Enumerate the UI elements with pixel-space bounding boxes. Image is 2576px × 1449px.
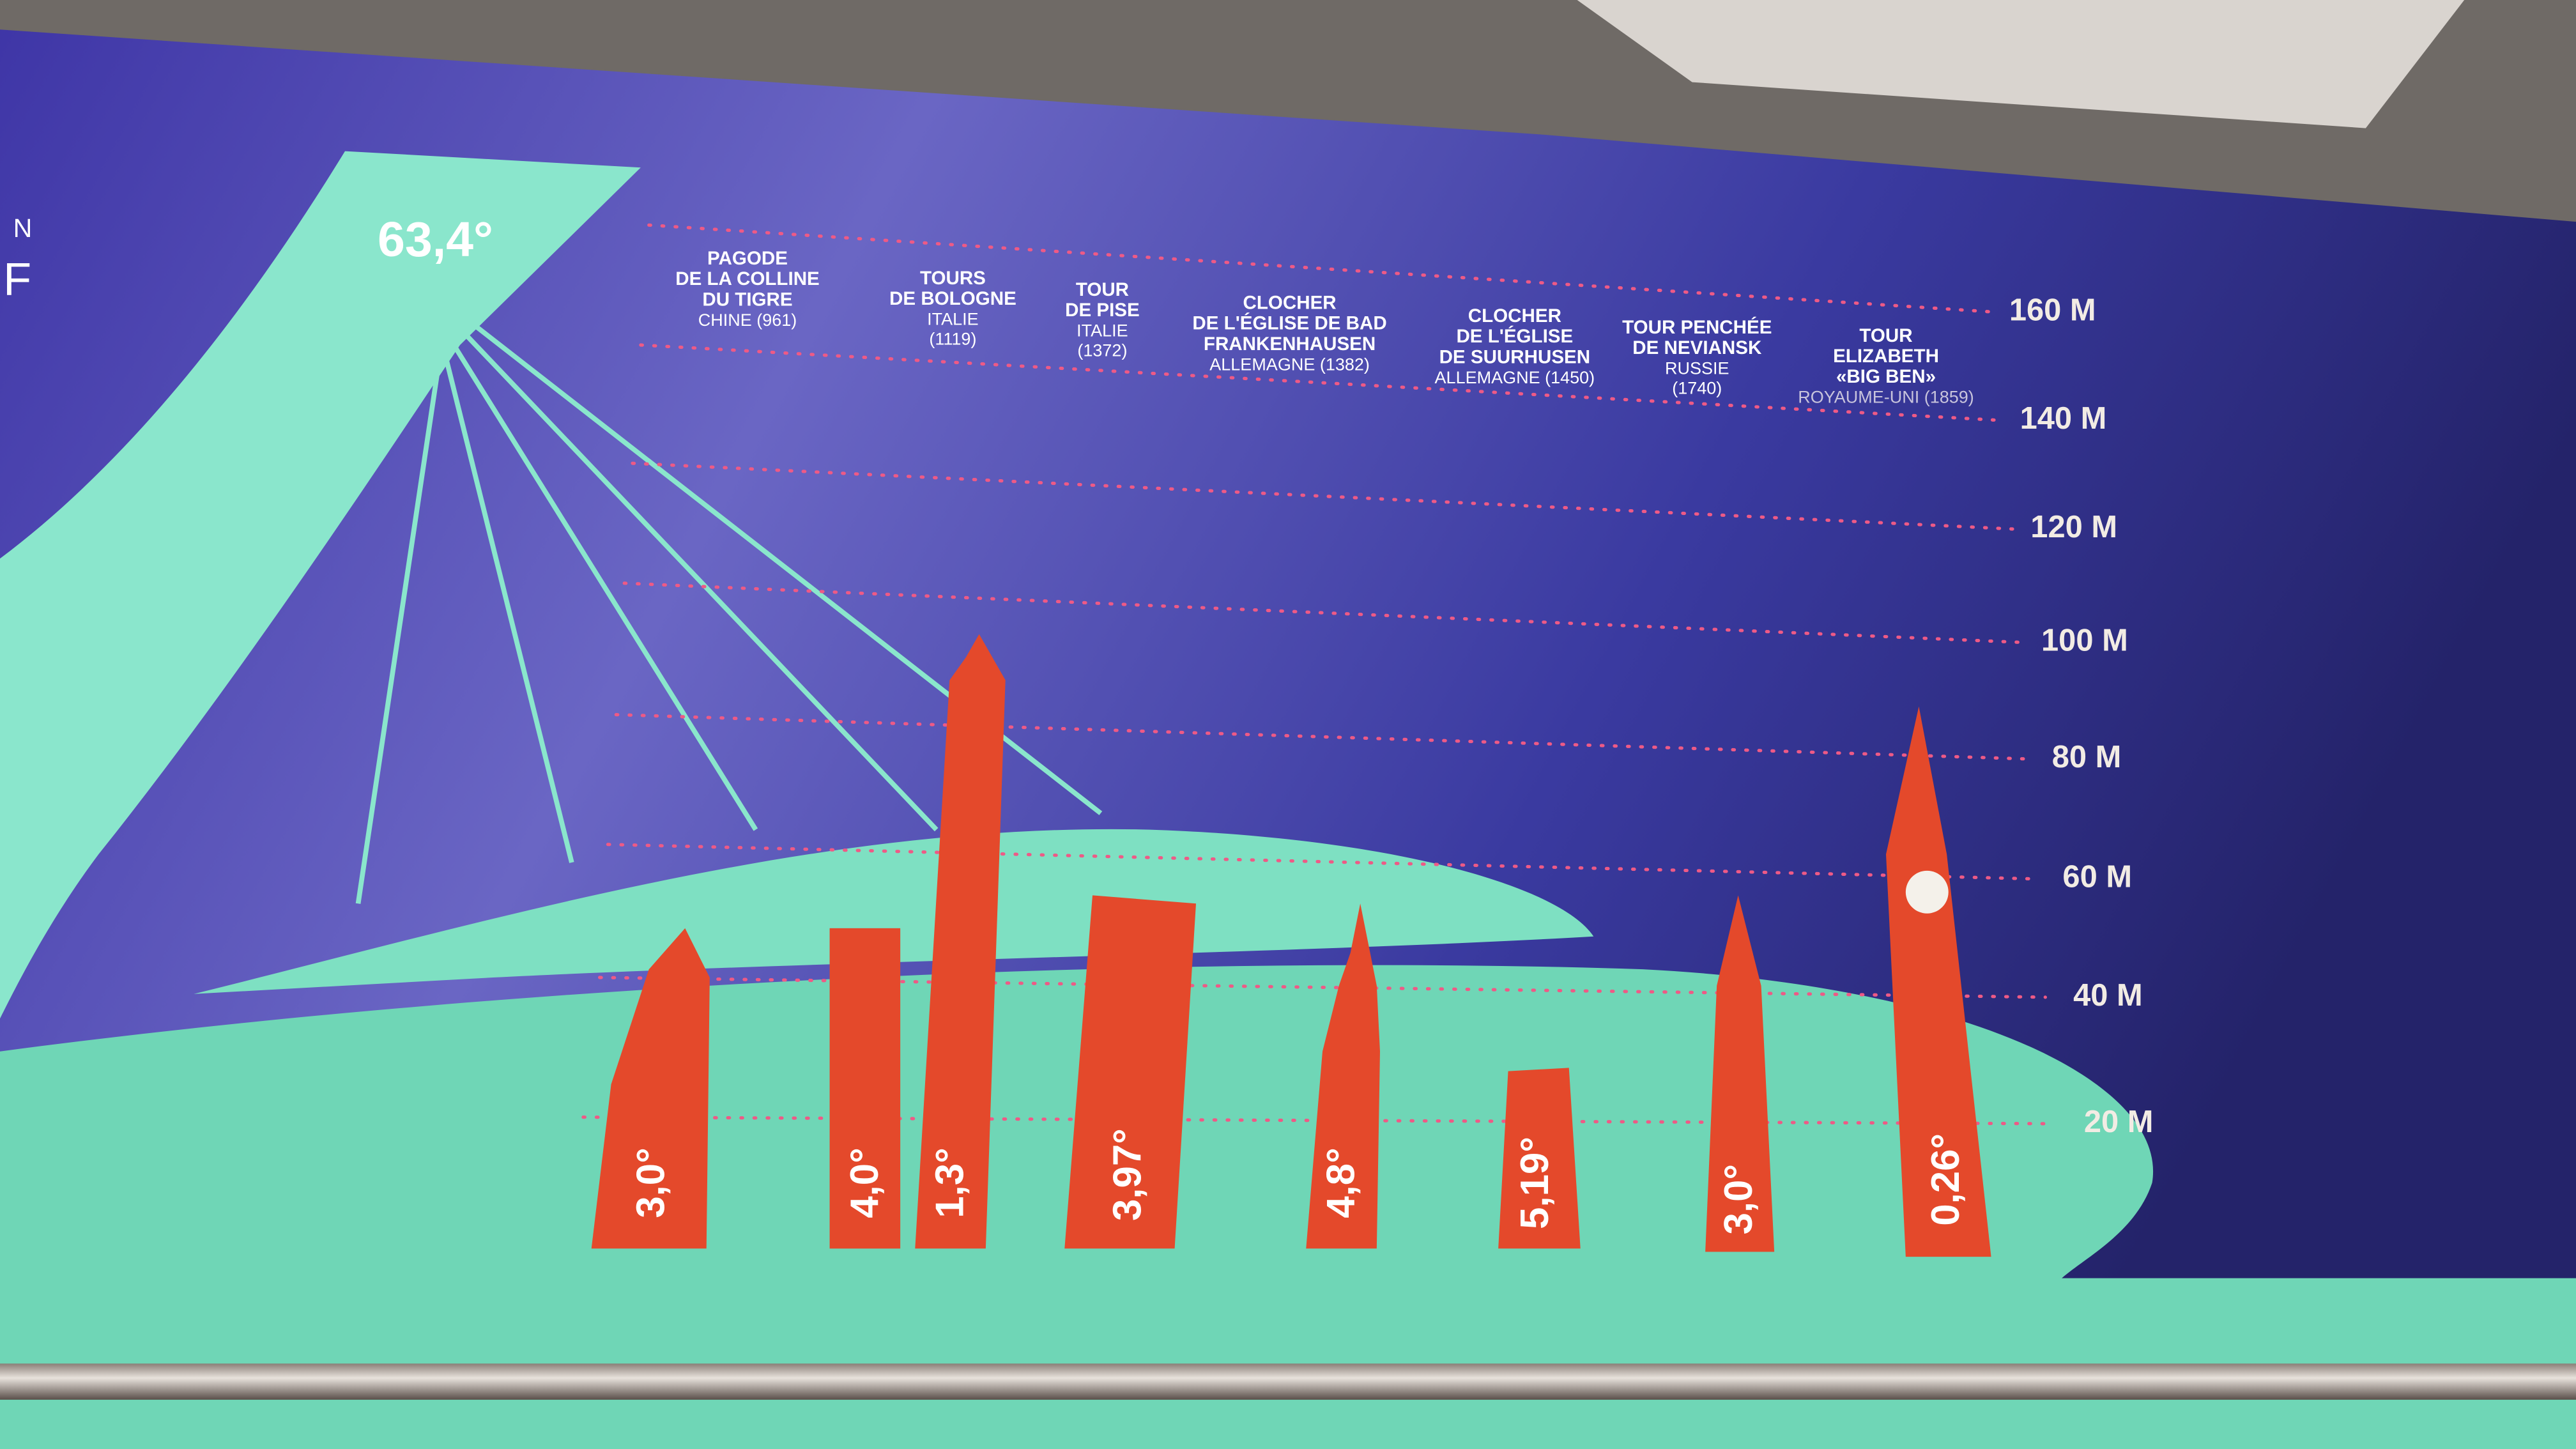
scale-label: 160 M (2009, 293, 2096, 327)
tower-name: DE SUURHUSEN (1439, 346, 1591, 367)
scale-label: 100 M (2041, 623, 2128, 657)
clock (1905, 870, 1949, 914)
cut-off-text: F (3, 254, 31, 305)
tower-name: TOUR (1859, 325, 1912, 346)
scale-line (614, 713, 2031, 761)
suurhusen-tower (1498, 1068, 1581, 1249)
tilt-angle: 3,0° (1717, 1164, 1761, 1234)
hand-rail (0, 1363, 2576, 1400)
tower-name: DE NEVIANSK (1632, 337, 1762, 358)
tower-name: TOUR (1076, 279, 1129, 300)
tower-name: DE L'ÉGLISE (1456, 325, 1573, 347)
tower-name: TOURS (920, 268, 986, 289)
pisa-tower (1064, 895, 1196, 1249)
scale-label: 60 M (2062, 860, 2132, 894)
big-ben (1886, 706, 1991, 1257)
tower-name: DE PISE (1065, 300, 1140, 321)
cable (441, 348, 574, 863)
scale-label: 40 M (2073, 978, 2143, 1013)
tilt-angle: 0,26° (1924, 1133, 1968, 1226)
tower-name: ELIZABETH (1833, 346, 1939, 367)
mast-angle: 63,4° (378, 212, 493, 267)
bologna-tower (915, 634, 1006, 1249)
ceiling-panel (1577, 0, 2465, 128)
scale-label: 80 M (2052, 740, 2122, 774)
tower-details: CHINE (961) (698, 310, 797, 330)
tilt-angle: 1,3° (928, 1147, 972, 1218)
tilt-angle: 4,0° (843, 1147, 887, 1218)
tilt-angle: 3,0° (629, 1147, 673, 1218)
bologna-tower (829, 928, 901, 1249)
scale-label: 140 M (2020, 401, 2107, 436)
tower-name: «BIG BEN» (1836, 366, 1936, 387)
tower-name: DE LA COLLINE (675, 268, 820, 289)
cable (355, 353, 443, 904)
scale-label: 120 M (2030, 510, 2117, 544)
tilt-angle: 3,97° (1105, 1128, 1149, 1221)
tower-details: (1119) (929, 329, 976, 348)
scale-line (598, 976, 2047, 999)
tower-name: FRANKENHAUSEN (1204, 334, 1376, 355)
tower-details: ALLEMAGNE (1382) (1209, 355, 1370, 374)
neviansk-tower (1705, 895, 1775, 1252)
tower-shapes (591, 634, 1991, 1257)
tower-name: CLOCHER (1243, 293, 1336, 314)
tower-name: PAGODE (707, 248, 788, 269)
stadium-mast (0, 151, 641, 1019)
tower-details: (1740) (1672, 379, 1722, 398)
tilt-angle: 5,19° (1513, 1137, 1557, 1229)
tower-name: DE L'ÉGLISE DE BAD (1192, 312, 1386, 334)
tower-details: ROYAUME-UNI (1859) (1798, 388, 1974, 407)
tower-name: TOUR PENCHÉE (1622, 316, 1772, 338)
scale-line (606, 843, 2039, 881)
tower-name: DU TIGRE (702, 289, 792, 310)
tower-details: (1372) (1077, 341, 1127, 360)
stadium-roof (194, 829, 1594, 994)
tower-details: ITALIE (1077, 321, 1128, 341)
tower-details: RUSSIE (1665, 359, 1729, 378)
tower-details: ALLEMAGNE (1450) (1435, 368, 1595, 387)
scale-line (647, 223, 1998, 314)
frankenhausen-tower (1306, 903, 1380, 1249)
tilt-angle: 4,8° (1319, 1147, 1363, 1218)
tower-details: ITALIE (927, 310, 979, 329)
cable (458, 326, 939, 832)
scale-label: 20 M (2084, 1105, 2154, 1139)
pagoda (591, 928, 710, 1249)
cable (449, 340, 758, 831)
scale-line (622, 581, 2023, 645)
scale-line (639, 343, 2006, 422)
tower-name: CLOCHER (1468, 305, 1561, 326)
tower-name: DE BOLOGNE (889, 288, 1016, 309)
cut-off-text: N (13, 213, 33, 243)
